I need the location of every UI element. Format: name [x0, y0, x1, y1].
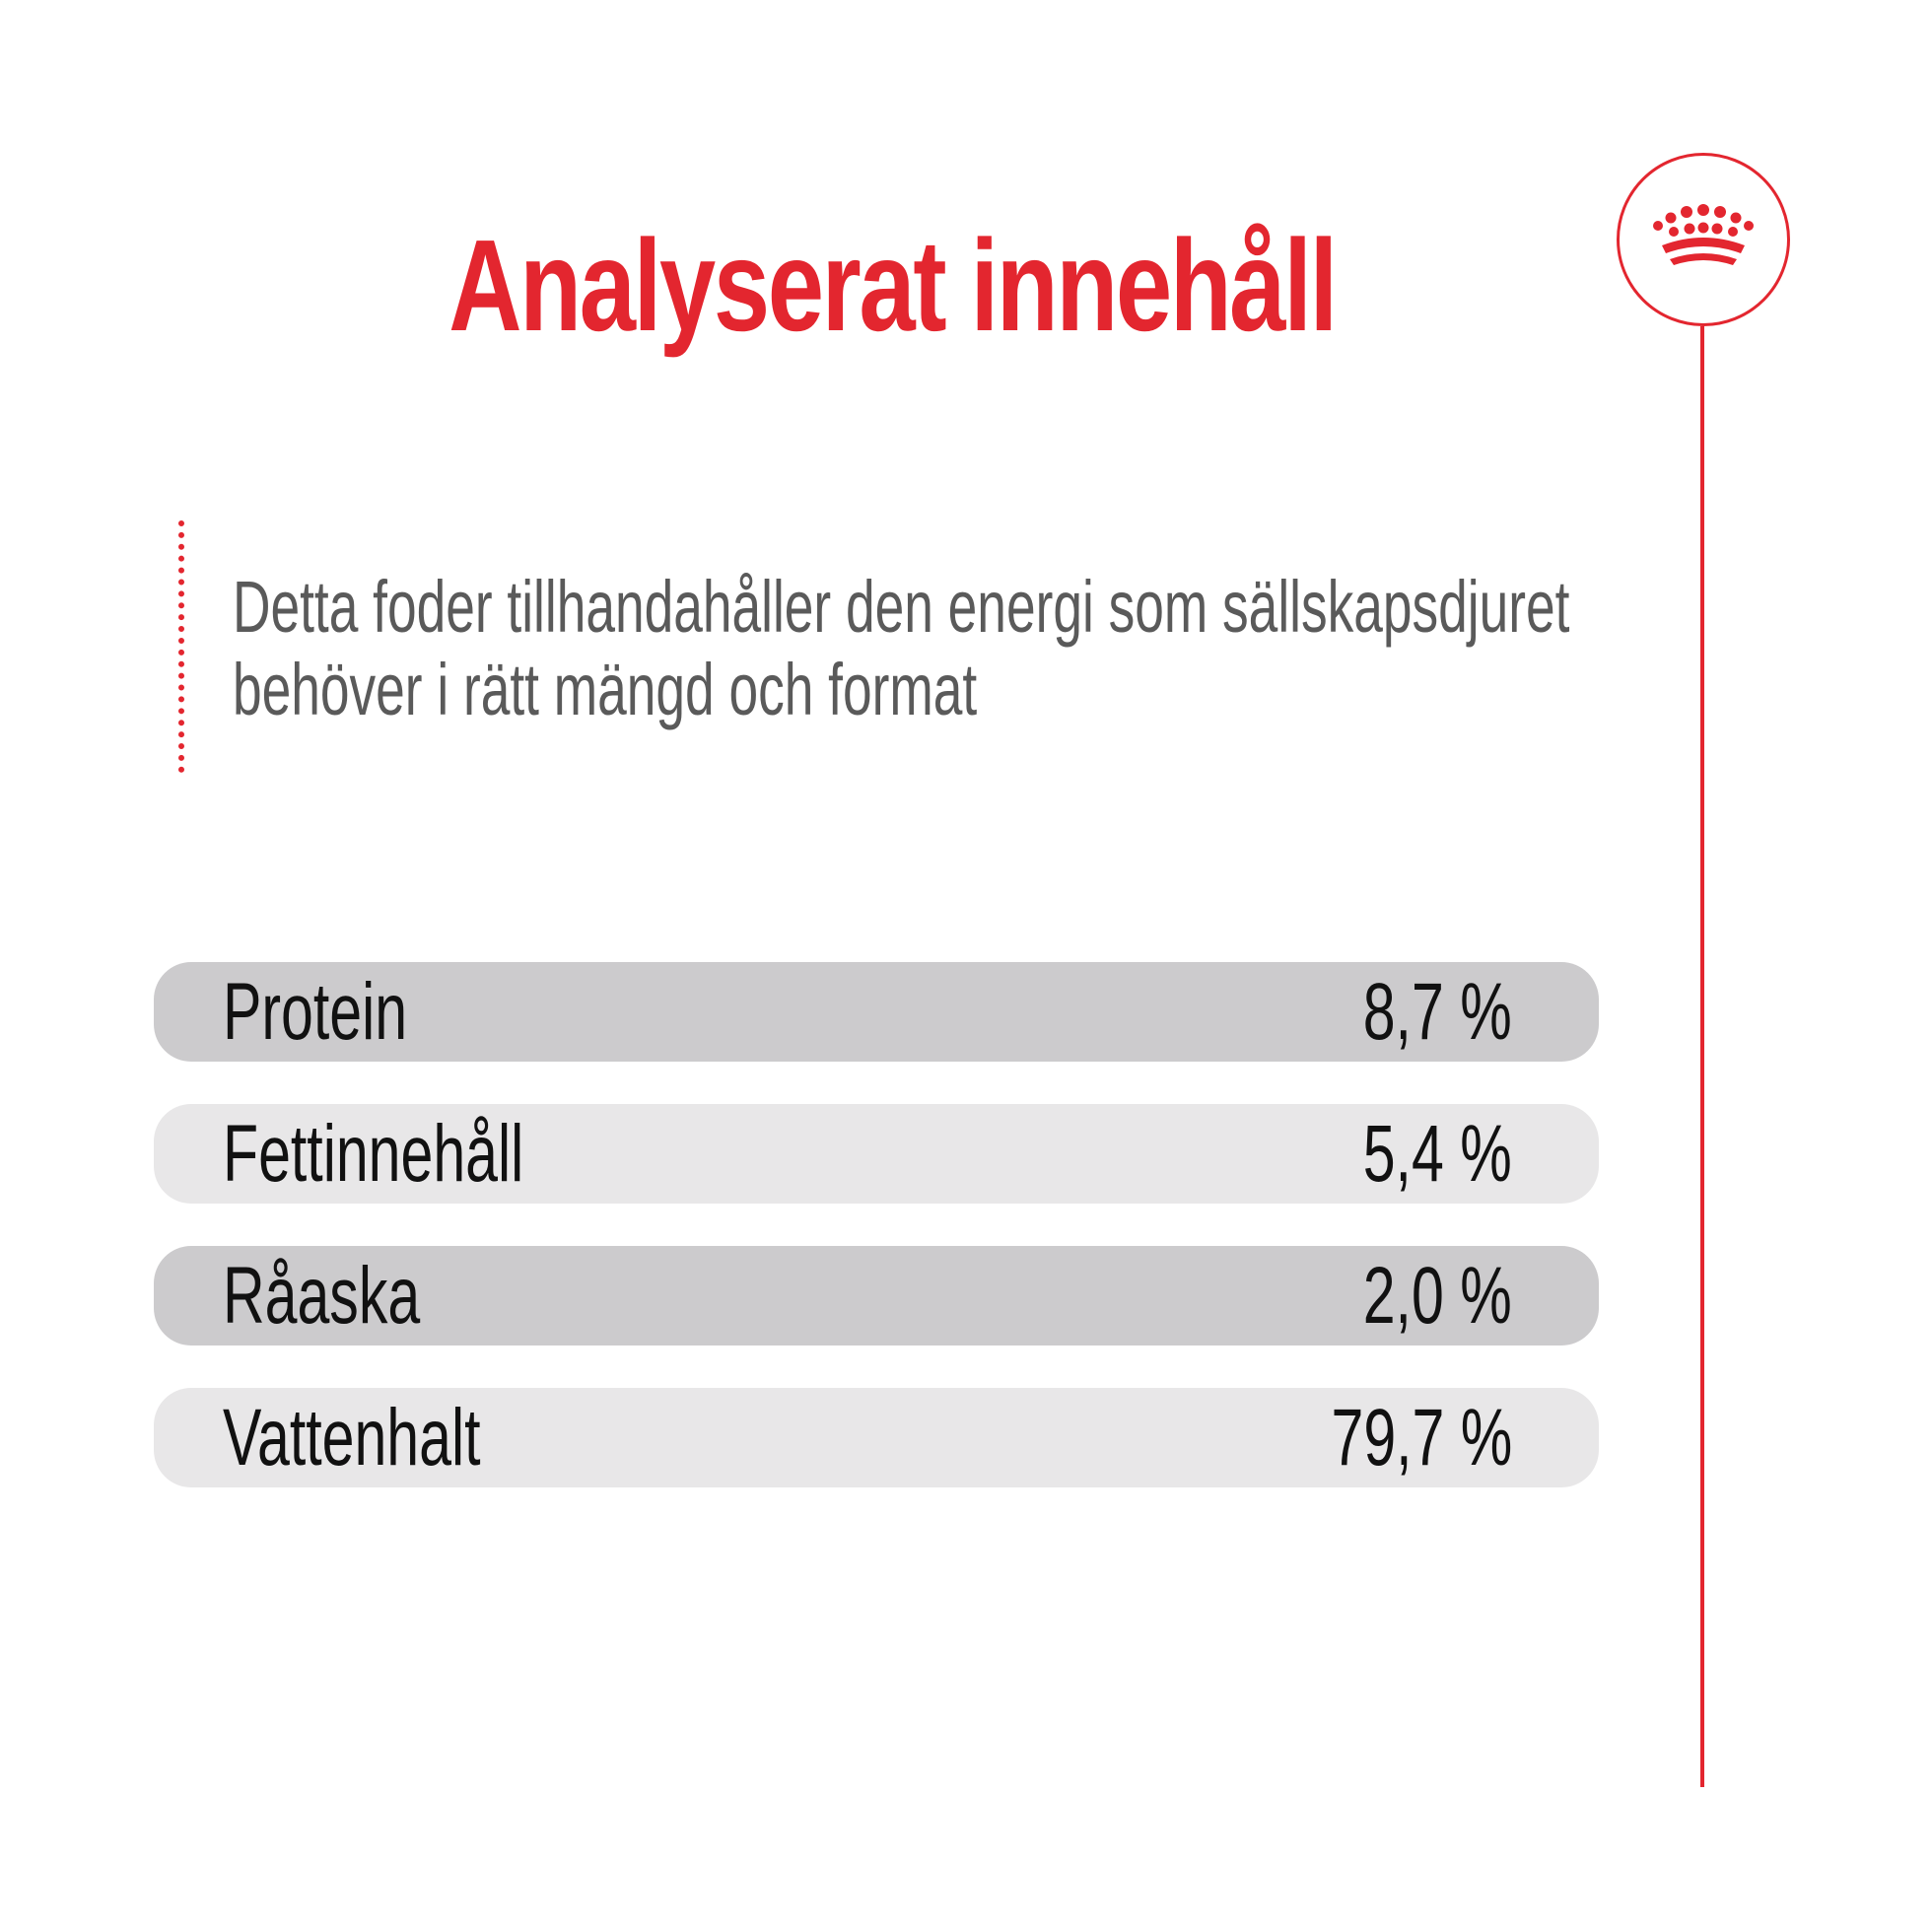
nutrient-row-protein: Protein 8,7 % [154, 962, 1599, 1062]
nutrient-row-moisture: Vattenhalt 79,7 % [154, 1388, 1599, 1487]
page-title: Analyserat innehåll [448, 213, 1338, 358]
nutrient-label: Protein [223, 967, 408, 1057]
nutrient-label: Råaska [223, 1251, 421, 1341]
nutrient-row-ash: Råaska 2,0 % [154, 1246, 1599, 1346]
timeline-line [1700, 326, 1704, 1787]
nutrient-label: Vattenhalt [223, 1393, 481, 1483]
nutrient-value: 8,7 % [1363, 967, 1512, 1057]
nutrient-value: 79,7 % [1331, 1393, 1512, 1483]
dotted-accent-rule [178, 520, 184, 773]
nutrient-label: Fettinnehåll [223, 1109, 524, 1199]
nutrient-value: 2,0 % [1363, 1251, 1512, 1341]
description-text: Detta foder tillhandahåller den energi s… [233, 566, 1570, 731]
logo-circle [1617, 153, 1790, 326]
nutrient-table: Protein 8,7 % Fettinnehåll 5,4 % Råaska … [154, 962, 1599, 1530]
description-line-1: Detta foder tillhandahåller den energi s… [233, 566, 1570, 648]
nutrient-row-fat: Fettinnehåll 5,4 % [154, 1104, 1599, 1204]
description-line-2: behöver i rätt mängd och format [233, 649, 978, 730]
crown-icon [1653, 204, 1754, 265]
brand-logo [1617, 153, 1790, 326]
nutrient-value: 5,4 % [1363, 1109, 1512, 1199]
